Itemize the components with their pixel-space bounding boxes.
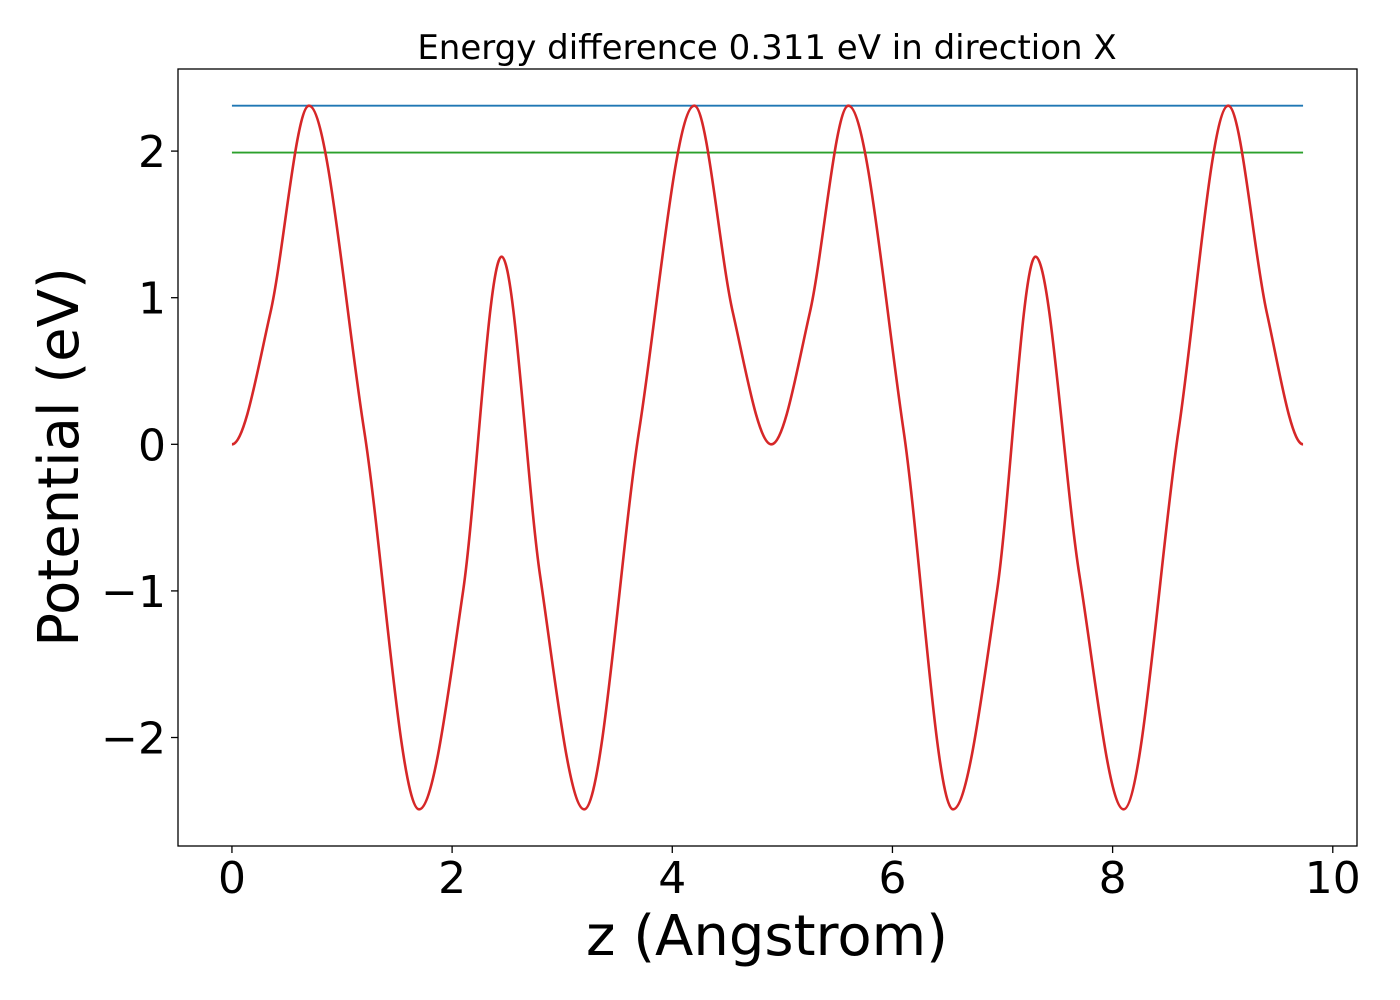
series-layer [231,104,1304,811]
y-tick-label: 2 [138,127,166,178]
x-axis: 0 2 4 6 8 10 [218,846,1361,904]
y-tick-label: −1 [101,567,166,618]
y-axis-label: Potential (eV) [27,267,92,647]
y-axis: −2 −1 0 1 2 [101,127,178,765]
x-tick-label: 6 [878,853,906,904]
x-axis-label: z (Angstrom) [586,904,948,969]
x-tick-label: 0 [218,853,246,904]
x-tick-label: 8 [1099,853,1127,904]
chart-title: Energy difference 0.311 eV in direction … [417,28,1116,68]
y-tick-label: −2 [101,714,166,765]
y-tick-label: 1 [138,274,166,325]
plot-area-frame [177,68,1358,847]
y-tick-label: 0 [138,420,166,471]
series-line-3 [231,104,1304,811]
x-tick-label: 2 [438,853,466,904]
x-tick-label: 10 [1305,853,1361,904]
x-tick-label: 4 [658,853,686,904]
